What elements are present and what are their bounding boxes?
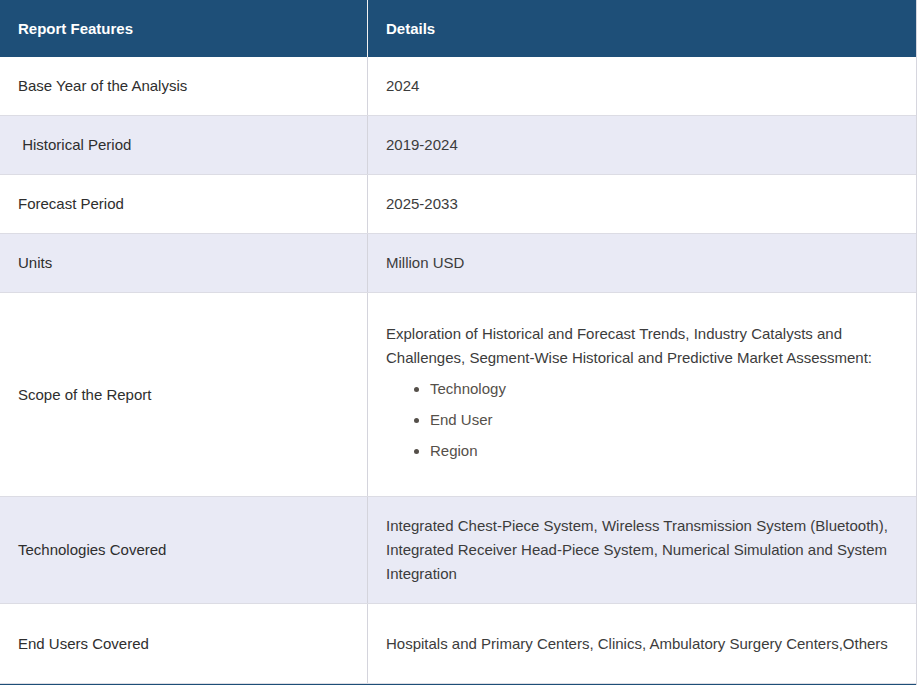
detail-text: 2019-2024 [386, 133, 896, 157]
feature-end-users-covered: End Users Covered [0, 604, 368, 683]
scope-intro-text: Exploration of Historical and Forecast T… [386, 322, 896, 370]
detail-text: 2024 [386, 74, 896, 98]
detail-text: Million USD [386, 251, 896, 275]
table-header-row: Report Features Details [0, 0, 916, 57]
table-row: Technologies Covered Integrated Chest-Pi… [0, 497, 916, 604]
detail-technologies-covered: Integrated Chest-Piece System, Wireless … [368, 497, 916, 603]
scope-bullet-item: Region [430, 437, 896, 464]
scope-bullet-list: Technology End User Region [386, 375, 896, 468]
detail-historical-period: 2019-2024 [368, 116, 916, 174]
feature-base-year: Base Year of the Analysis [0, 57, 368, 115]
table-row: Units Million USD [0, 234, 916, 293]
scope-bullet-item: End User [430, 406, 896, 433]
table-row: Scope of the Report Exploration of Histo… [0, 293, 916, 497]
header-details: Details [368, 0, 916, 57]
feature-technologies-covered: Technologies Covered [0, 497, 368, 603]
feature-units: Units [0, 234, 368, 292]
scope-bullet-item: Technology [430, 375, 896, 402]
detail-base-year: 2024 [368, 57, 916, 115]
feature-forecast-period: Forecast Period [0, 175, 368, 233]
detail-forecast-period: 2025-2033 [368, 175, 916, 233]
report-features-table-view: Report Features Details Base Year of the… [0, 0, 919, 685]
detail-text: Hospitals and Primary Centers, Clinics, … [386, 632, 896, 656]
table-row: Base Year of the Analysis 2024 [0, 57, 916, 116]
detail-scope: Exploration of Historical and Forecast T… [368, 293, 916, 496]
detail-text: 2025-2033 [386, 192, 896, 216]
detail-text: Integrated Chest-Piece System, Wireless … [386, 514, 896, 586]
detail-end-users-covered: Hospitals and Primary Centers, Clinics, … [368, 604, 916, 683]
table-row: Forecast Period 2025-2033 [0, 175, 916, 234]
feature-historical-period: Historical Period [0, 116, 368, 174]
header-report-features: Report Features [0, 0, 368, 57]
feature-scope: Scope of the Report [0, 293, 368, 496]
report-features-table: Report Features Details Base Year of the… [0, 0, 917, 685]
table-row: Historical Period 2019-2024 [0, 116, 916, 175]
detail-units: Million USD [368, 234, 916, 292]
table-row: End Users Covered Hospitals and Primary … [0, 604, 916, 684]
